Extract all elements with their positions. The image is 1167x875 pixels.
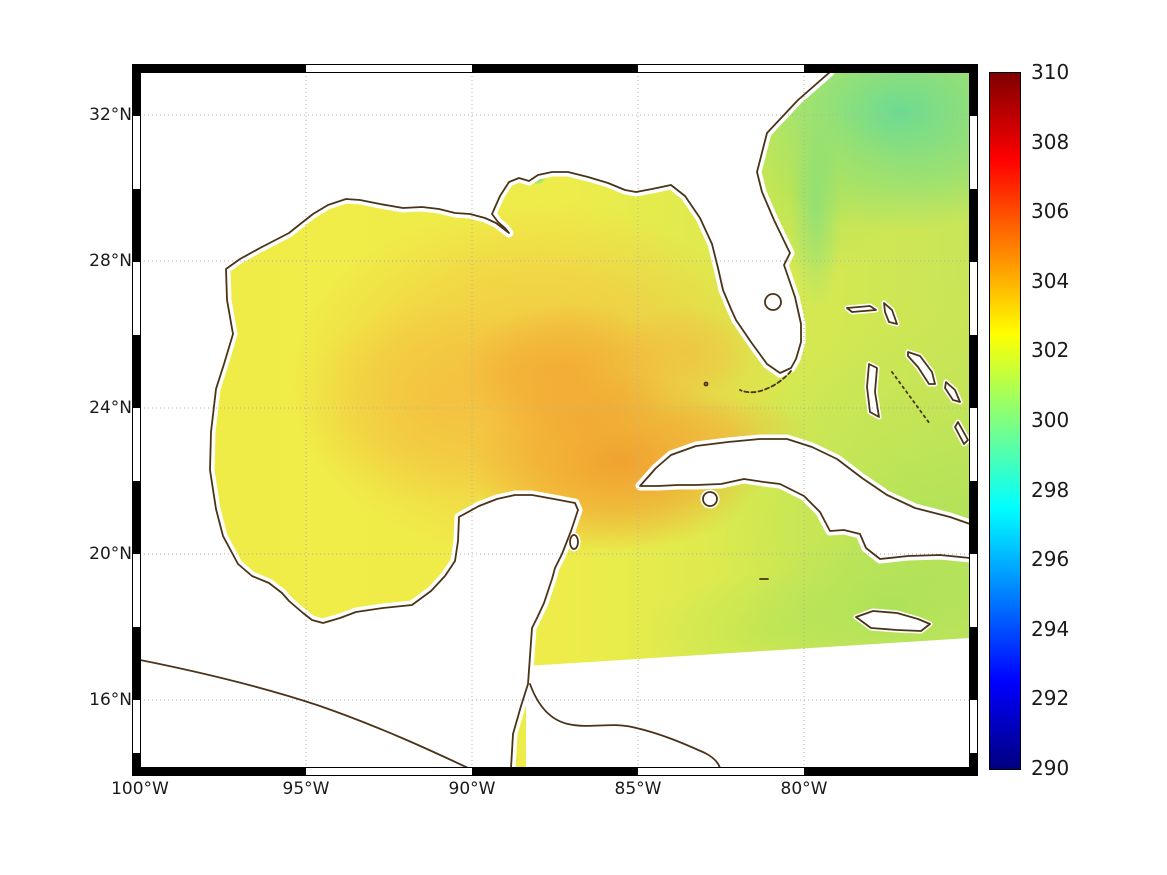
colorbar-tick-label: 300 bbox=[1031, 408, 1070, 432]
colorbar-tick-label: 294 bbox=[1031, 617, 1070, 641]
colorbar-tick-label: 308 bbox=[1031, 130, 1070, 154]
lat-tick-label: 16°N bbox=[89, 690, 132, 710]
colorbar-tick-label: 302 bbox=[1031, 338, 1070, 362]
map-frame-right bbox=[970, 65, 977, 775]
colorbar-tick-label: 304 bbox=[1031, 269, 1070, 293]
gridlines bbox=[140, 72, 970, 768]
lon-tick-label: 85°W bbox=[614, 779, 662, 799]
colorbar-tick-label: 290 bbox=[1031, 756, 1070, 780]
lon-tick-label: 95°W bbox=[282, 779, 330, 799]
map-frame-top bbox=[133, 65, 977, 72]
lon-tick-label: 90°W bbox=[448, 779, 496, 799]
map-frame-bottom bbox=[133, 768, 977, 775]
frame-corner bbox=[970, 768, 977, 775]
lon-tick-label: 100°W bbox=[111, 779, 169, 799]
lat-tick-label: 28°N bbox=[89, 251, 132, 271]
map-plot bbox=[140, 72, 970, 768]
frame-corner bbox=[133, 65, 140, 72]
map-frame-left bbox=[133, 65, 140, 775]
lat-tick-label: 20°N bbox=[89, 544, 132, 564]
lat-tick-label: 32°N bbox=[89, 105, 132, 125]
colorbar-tick-label: 306 bbox=[1031, 199, 1070, 223]
lon-tick-label: 80°W bbox=[780, 779, 828, 799]
colorbar-tick-label: 298 bbox=[1031, 478, 1070, 502]
lat-tick-label: 24°N bbox=[89, 398, 132, 418]
colorbar-tick-label: 296 bbox=[1031, 547, 1070, 571]
colorbar-gradient bbox=[989, 72, 1021, 770]
no-data-mask bbox=[526, 638, 970, 768]
frame-corner bbox=[970, 65, 977, 72]
colorbar-tick-label: 310 bbox=[1031, 60, 1070, 84]
frame-corner bbox=[133, 768, 140, 775]
colorbar-tick-label: 292 bbox=[1031, 686, 1070, 710]
coastlines bbox=[140, 72, 970, 768]
